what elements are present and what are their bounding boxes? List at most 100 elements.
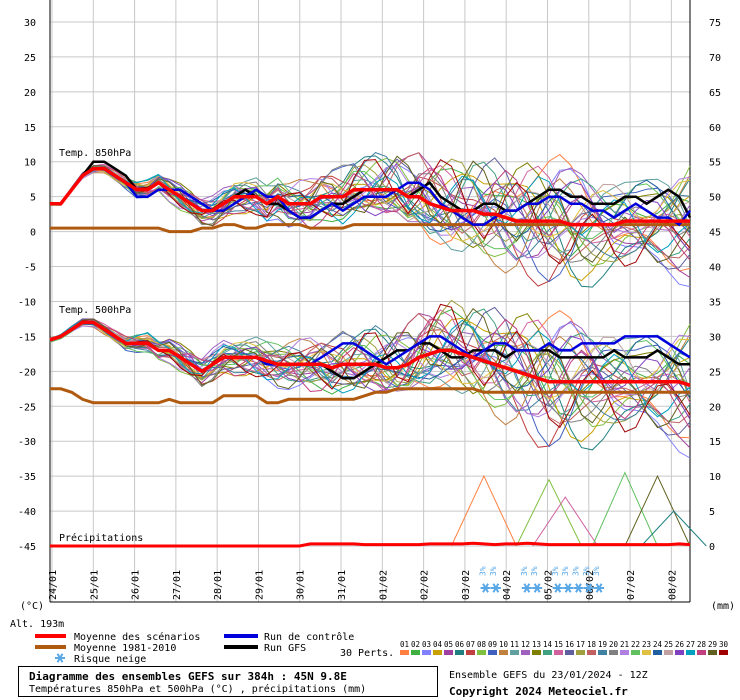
pert-swatch: [587, 650, 596, 655]
precip-spike-line: [515, 478, 582, 547]
pert-swatch: [675, 650, 684, 655]
precip-spike-line: [591, 471, 658, 547]
pert-swatch: [697, 650, 706, 655]
pert-number-label: 30: [719, 640, 729, 649]
date-tick-label: 05/02: [543, 570, 554, 600]
pert-swatch: [455, 650, 464, 655]
pert-number-label: 25: [664, 640, 673, 649]
pert-swatch: [719, 650, 728, 655]
pert-number-label: 15: [554, 640, 563, 649]
altitude-label: Alt. 193m: [10, 619, 64, 630]
right-tick-label: 15: [709, 437, 721, 448]
pert-number-label: 11: [510, 640, 519, 649]
legend-snow-label: Risque neige: [74, 654, 146, 665]
precip-panel-label: Précipitations: [59, 532, 143, 544]
pert-swatch: [411, 650, 420, 655]
t850-panel-label: Temp. 850hPa: [59, 148, 131, 159]
left-tick-label: -15: [18, 332, 36, 343]
left-tick-label: -35: [18, 472, 36, 483]
legend-gfs-label: Run GFS: [264, 643, 306, 654]
date-tick-label: 28/01: [213, 570, 224, 600]
t500-perturbation-line: [49, 307, 691, 429]
pert-swatch: [653, 650, 662, 655]
left-axis: 30 25 20 15 10 5 0 -5 -10 -15 -20 -25 -30 -35 -40 -45: [18, 18, 36, 553]
snow-percent-label: 3%: [582, 566, 591, 576]
pert-swatch: [422, 650, 431, 655]
pert-number-label: 27: [686, 640, 695, 649]
pert-number-label: 18: [587, 640, 597, 649]
snowflake-icon: [480, 583, 491, 593]
t850-perturbation-line: [49, 155, 691, 263]
pert-number-label: 10: [499, 640, 509, 649]
date-tick-label: 24/01: [48, 570, 59, 600]
date-tick-label: 30/01: [296, 570, 307, 600]
pert-swatch: [554, 650, 563, 655]
t850-perturbation-line: [49, 166, 691, 250]
pert-number-label: 22: [631, 640, 640, 649]
snowflake-stroke: [492, 583, 500, 593]
pert-number-label: 16: [565, 640, 575, 649]
pert-swatch: [466, 650, 475, 655]
date-tick-label: 26/01: [131, 570, 142, 600]
pert-number-label: 12: [521, 640, 530, 649]
pert-number-label: 13: [532, 640, 541, 649]
pert-number-label: 23: [642, 640, 651, 649]
pert-number-label: 08: [477, 640, 487, 649]
date-tick-label: 25/01: [89, 570, 100, 600]
date-tick-label: 02/02: [420, 570, 431, 600]
right-tick-label: 20: [709, 402, 721, 413]
pert-number-label: 17: [576, 640, 585, 649]
chart-subtitle: Températures 850hPa et 500hPa (°C) , pré…: [29, 684, 367, 695]
t500-panel-label: Temp. 500hPa: [59, 305, 131, 316]
t500-climatology-line: [50, 387, 690, 405]
right-tick-label: 35: [709, 297, 721, 308]
pert-swatch: [631, 650, 640, 655]
right-tick-label: 65: [709, 88, 721, 99]
t500-perturbation-line: [49, 320, 691, 401]
right-tick-label: 30: [709, 332, 721, 343]
pert-swatch: [488, 650, 497, 655]
pert-swatch: [642, 650, 651, 655]
pert-number-label: 07: [466, 640, 475, 649]
date-axis: 24/01 25/01 26/01 27/01 28/01 29/01 30/01 31/01…: [48, 570, 678, 600]
snowflake-stroke: [533, 583, 541, 593]
legend-perts-label: 30 Perts.: [340, 648, 394, 659]
t850-perturbation-line: [49, 165, 691, 253]
left-tick-label: -5: [24, 263, 36, 274]
pert-number-label: 02: [411, 640, 420, 649]
grid: [49, 0, 691, 603]
right-tick-label: 25: [709, 367, 721, 378]
snowflake-stroke: [554, 583, 562, 593]
snow-percent-label: 3%: [479, 566, 488, 576]
left-tick-label: 25: [24, 53, 36, 64]
right-tick-label: 50: [709, 193, 721, 204]
right-tick-label: 60: [709, 123, 721, 134]
right-tick-label: 75: [709, 18, 721, 29]
left-tick-label: -25: [18, 402, 36, 413]
pert-swatch: [400, 650, 409, 655]
precip-spike-line: [450, 474, 517, 547]
snow-percent-label: 3%: [592, 566, 601, 576]
left-tick-label: -20: [18, 367, 36, 378]
left-tick-label: 5: [30, 193, 36, 204]
pert-swatch: [609, 650, 618, 655]
pert-swatch: [686, 650, 695, 655]
copyright: Copyright 2024 Meteociel.fr: [449, 685, 628, 698]
left-tick-label: 20: [24, 88, 36, 99]
pert-swatch: [565, 650, 574, 655]
pert-swatch: [444, 650, 453, 655]
right-tick-label: 10: [709, 472, 721, 483]
legend: Moyenne des scénarios Moyenne 1981-2010 …: [35, 631, 729, 665]
snow-icon: [55, 653, 65, 663]
date-tick-label: 08/02: [667, 570, 678, 600]
pert-number-label: 06: [455, 640, 465, 649]
pert-number-label: 03: [422, 640, 431, 649]
right-tick-label: 55: [709, 158, 721, 169]
legend-control-label: Run de contrôle: [264, 631, 354, 643]
t850-control-line: [50, 167, 691, 227]
date-tick-label: 31/01: [337, 570, 348, 600]
date-tick-label: 03/02: [461, 570, 472, 600]
pert-swatch: [708, 650, 717, 655]
legend-clim-label: Moyenne 1981-2010: [74, 643, 176, 654]
pert-number-label: 29: [708, 640, 717, 649]
